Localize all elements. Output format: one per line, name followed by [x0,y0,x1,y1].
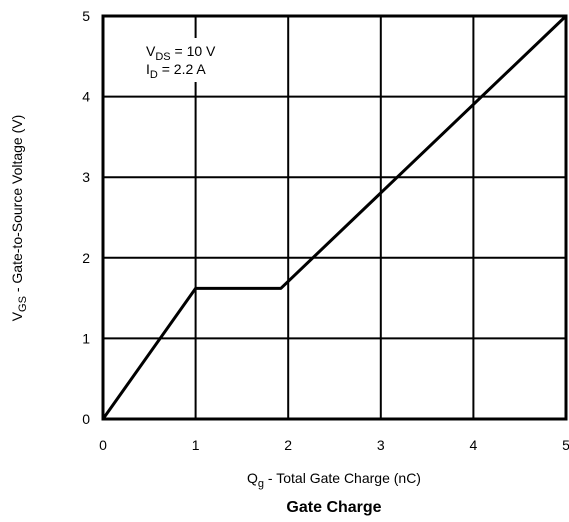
annotation-id-rest: = 2.2 A [158,61,207,77]
x-tick-label: 1 [192,437,200,453]
grid-lines [103,16,566,419]
x-tick-label: 2 [284,437,292,453]
x-axis-label-main: Q [247,470,258,486]
annotation-vds: VDS = 10 V [146,43,216,63]
annotation-vds-sub: DS [155,51,170,63]
annotation-vds-rest: = 10 V [171,43,216,59]
chart-title: Gate Charge [286,499,381,516]
x-tick-label: 3 [377,437,385,453]
annotation-background [140,38,244,82]
x-tick-label: 0 [99,437,107,453]
x-axis-label-sub: g [258,478,264,490]
x-tick-label: 5 [562,437,569,453]
plot-frame [101,14,568,421]
annotation-id-sub: D [150,69,158,81]
y-tick-label: 2 [82,250,90,266]
annotation-vds-main: V [146,43,156,59]
y-tick-label: 0 [82,411,90,427]
x-tick-label: 4 [470,437,478,453]
y-axis-label-main: V [9,311,25,321]
y-tick-label: 5 [82,8,90,24]
y-axis-label-rest: - Gate-to-Source Voltage (V) [9,115,25,296]
annotation-id-main: I [146,61,150,77]
y-tick-label: 3 [82,169,90,185]
x-tick-labels: 0 1 2 3 4 5 [99,437,569,453]
series-line-0 [101,14,568,420]
series-layer [101,14,568,420]
annotation-id: ID = 2.2 A [146,61,206,81]
y-axis-label: VGS - Gate-to-Source Voltage (V) [9,115,29,322]
y-axis-label-sub: GS [17,296,29,312]
y-tick-label: 4 [82,89,90,105]
y-tick-label: 1 [82,330,90,346]
x-axis-label-rest: - Total Gate Charge (nC) [264,470,421,486]
x-axis-label: Qg - Total Gate Charge (nC) [247,470,421,490]
y-tick-labels: 0 1 2 3 4 5 [82,8,90,427]
